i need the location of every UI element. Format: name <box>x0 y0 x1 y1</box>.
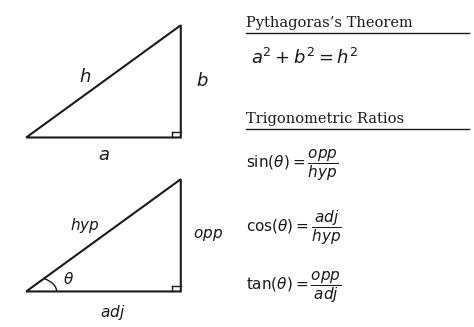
Text: $hyp$: $hyp$ <box>70 216 100 235</box>
Text: Trigonometric Ratios: Trigonometric Ratios <box>246 112 404 126</box>
Text: $adj$: $adj$ <box>100 303 126 322</box>
Text: Pythagoras’s Theorem: Pythagoras’s Theorem <box>246 16 413 30</box>
Text: $\cos(\theta) = \dfrac{adj}{hyp}$: $\cos(\theta) = \dfrac{adj}{hyp}$ <box>246 208 342 247</box>
Text: $\theta$: $\theta$ <box>63 271 74 287</box>
Text: $a$: $a$ <box>98 146 109 164</box>
Text: $opp$: $opp$ <box>193 227 223 243</box>
Text: $a^2 + b^2 = h^2$: $a^2 + b^2 = h^2$ <box>251 48 358 68</box>
Text: $b$: $b$ <box>196 72 208 90</box>
Text: $h$: $h$ <box>79 68 91 86</box>
Text: $\tan(\theta) = \dfrac{opp}{adj}$: $\tan(\theta) = \dfrac{opp}{adj}$ <box>246 269 342 305</box>
Text: $\sin(\theta) = \dfrac{opp}{hyp}$: $\sin(\theta) = \dfrac{opp}{hyp}$ <box>246 147 339 183</box>
